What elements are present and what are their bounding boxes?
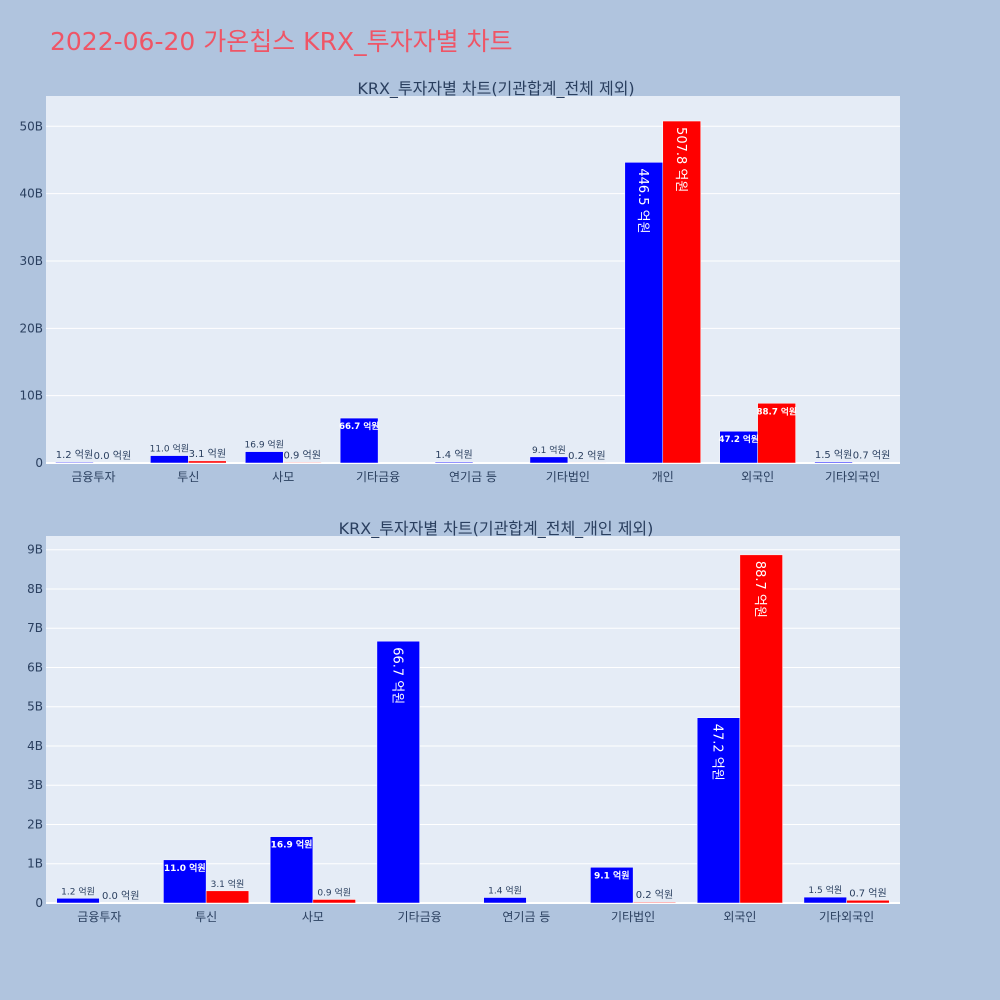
bar xyxy=(163,859,207,904)
data-label: 0.2 억원 xyxy=(636,889,673,901)
data-label: 16.9 억원 xyxy=(271,839,313,851)
bar xyxy=(662,120,701,464)
y-tick-label: 50B xyxy=(19,119,43,133)
bar xyxy=(312,899,356,904)
plot-area xyxy=(46,96,900,463)
data-label: 9.1 억원 xyxy=(532,444,566,456)
data-label: 1.2 억원 xyxy=(61,885,95,897)
data-label: 88.7 억원 xyxy=(756,405,796,417)
data-label: 1.2 억원 xyxy=(56,449,93,461)
bar xyxy=(150,455,189,464)
x-tick-label: 금융투자 xyxy=(77,910,121,924)
bar xyxy=(205,890,250,904)
y-tick-label: 40B xyxy=(19,187,43,201)
data-label: 47.2 억원 xyxy=(719,433,759,445)
data-label: 1.5 억원 xyxy=(815,449,852,461)
y-tick-label: 6B xyxy=(27,660,43,674)
data-label: 1.5 억원 xyxy=(808,884,842,896)
data-label: 507.8 억원 xyxy=(673,127,688,192)
data-label: 9.1 억원 xyxy=(594,869,630,881)
bar xyxy=(282,462,322,464)
bar xyxy=(814,461,853,464)
data-label: 0.7 억원 xyxy=(849,887,886,899)
y-tick-label: 0 xyxy=(35,896,43,910)
y-tick-label: 0 xyxy=(35,456,43,470)
bar xyxy=(590,867,634,904)
data-label: 0.2 억원 xyxy=(568,450,605,462)
data-label: 0.9 억원 xyxy=(317,886,351,898)
data-label: 1.4 억원 xyxy=(488,885,522,897)
x-tick-label: 사모 xyxy=(302,910,324,924)
y-tick-label: 5B xyxy=(27,700,43,714)
data-label: 16.9 억원 xyxy=(245,439,284,451)
bar xyxy=(339,417,379,464)
data-label: 446.5 억원 xyxy=(635,168,650,233)
data-label: 0.0 억원 xyxy=(102,890,139,902)
data-label: 88.7 억원 xyxy=(752,561,767,618)
data-label: 11.0 억원 xyxy=(164,862,206,874)
y-tick-label: 7B xyxy=(27,621,43,635)
y-tick-label: 30B xyxy=(19,254,43,268)
x-tick-label: 기타금융 xyxy=(356,470,400,484)
bar xyxy=(483,897,527,904)
x-tick-label: 투신 xyxy=(195,910,217,924)
data-label: 47.2 억원 xyxy=(710,724,725,781)
y-tick-label: 20B xyxy=(19,321,43,335)
bar xyxy=(188,460,227,464)
y-tick-label: 2B xyxy=(27,817,43,831)
data-label: 11.0 억원 xyxy=(150,443,189,455)
x-tick-label: 연기금 등 xyxy=(449,470,497,484)
x-tick-label: 개인 xyxy=(652,470,674,484)
y-tick-label: 9B xyxy=(27,543,43,557)
x-tick-label: 외국인 xyxy=(723,910,756,924)
x-tick-label: 기타법인 xyxy=(611,910,655,924)
data-label: 0.7 억원 xyxy=(853,450,890,462)
y-tick-label: 8B xyxy=(27,582,43,596)
chart-bottom: KRX_투자자별 차트(기관합계_전체_개인 제외) 0 1B 2B 3B 4B 5B 6B 7… xyxy=(27,519,900,924)
x-tick-label: 외국인 xyxy=(741,470,774,484)
x-tick-label: 기타외국인 xyxy=(825,470,880,484)
bar xyxy=(269,836,314,904)
x-tick-label: 기타금융 xyxy=(398,910,442,924)
data-label: 3.1 억원 xyxy=(189,448,226,460)
bar xyxy=(846,900,890,904)
bar xyxy=(803,896,847,904)
bar xyxy=(56,898,100,904)
x-tick-label: 사모 xyxy=(272,470,294,484)
y-tick-label: 10B xyxy=(19,389,43,403)
data-label: 0.9 억원 xyxy=(283,449,320,461)
bar xyxy=(719,430,758,464)
x-tick-label: 기타외국인 xyxy=(819,910,874,924)
bar xyxy=(624,162,664,464)
chart-title: KRX_투자자별 차트(기관합계_전체_개인 제외) xyxy=(339,519,654,539)
data-label: 3.1 억원 xyxy=(211,878,245,890)
bar xyxy=(376,640,420,904)
bar xyxy=(632,901,677,904)
x-tick-label: 기타법인 xyxy=(546,470,590,484)
bar xyxy=(245,451,284,464)
y-tick-label: 1B xyxy=(27,857,43,871)
y-tick-label: 3B xyxy=(27,778,43,792)
bar xyxy=(757,403,796,464)
y-tick-label: 4B xyxy=(27,739,43,753)
data-label: 1.4 억원 xyxy=(435,449,472,461)
data-label: 66.7 억원 xyxy=(389,647,404,704)
x-tick-label: 금융투자 xyxy=(71,470,115,484)
x-tick-label: 투신 xyxy=(177,470,199,484)
bar xyxy=(739,554,783,904)
data-label: 66.7 억원 xyxy=(339,420,379,432)
chart-title: KRX_투자자별 차트(기관합계_전체 제외) xyxy=(357,79,634,99)
data-label: 0.0 억원 xyxy=(94,450,131,462)
bar xyxy=(55,461,94,464)
bar xyxy=(696,717,741,904)
chart-top: KRX_투자자별 차트(기관합계_전체 제외) 0 10B 20B 30B 40B 50B 금… xyxy=(19,79,900,484)
x-tick-label: 연기금 등 xyxy=(502,910,550,924)
bar xyxy=(529,456,569,464)
page-title: 2022-06-20 가온칩스 KRX_투자자별 차트 xyxy=(50,27,513,56)
bar xyxy=(434,461,474,464)
